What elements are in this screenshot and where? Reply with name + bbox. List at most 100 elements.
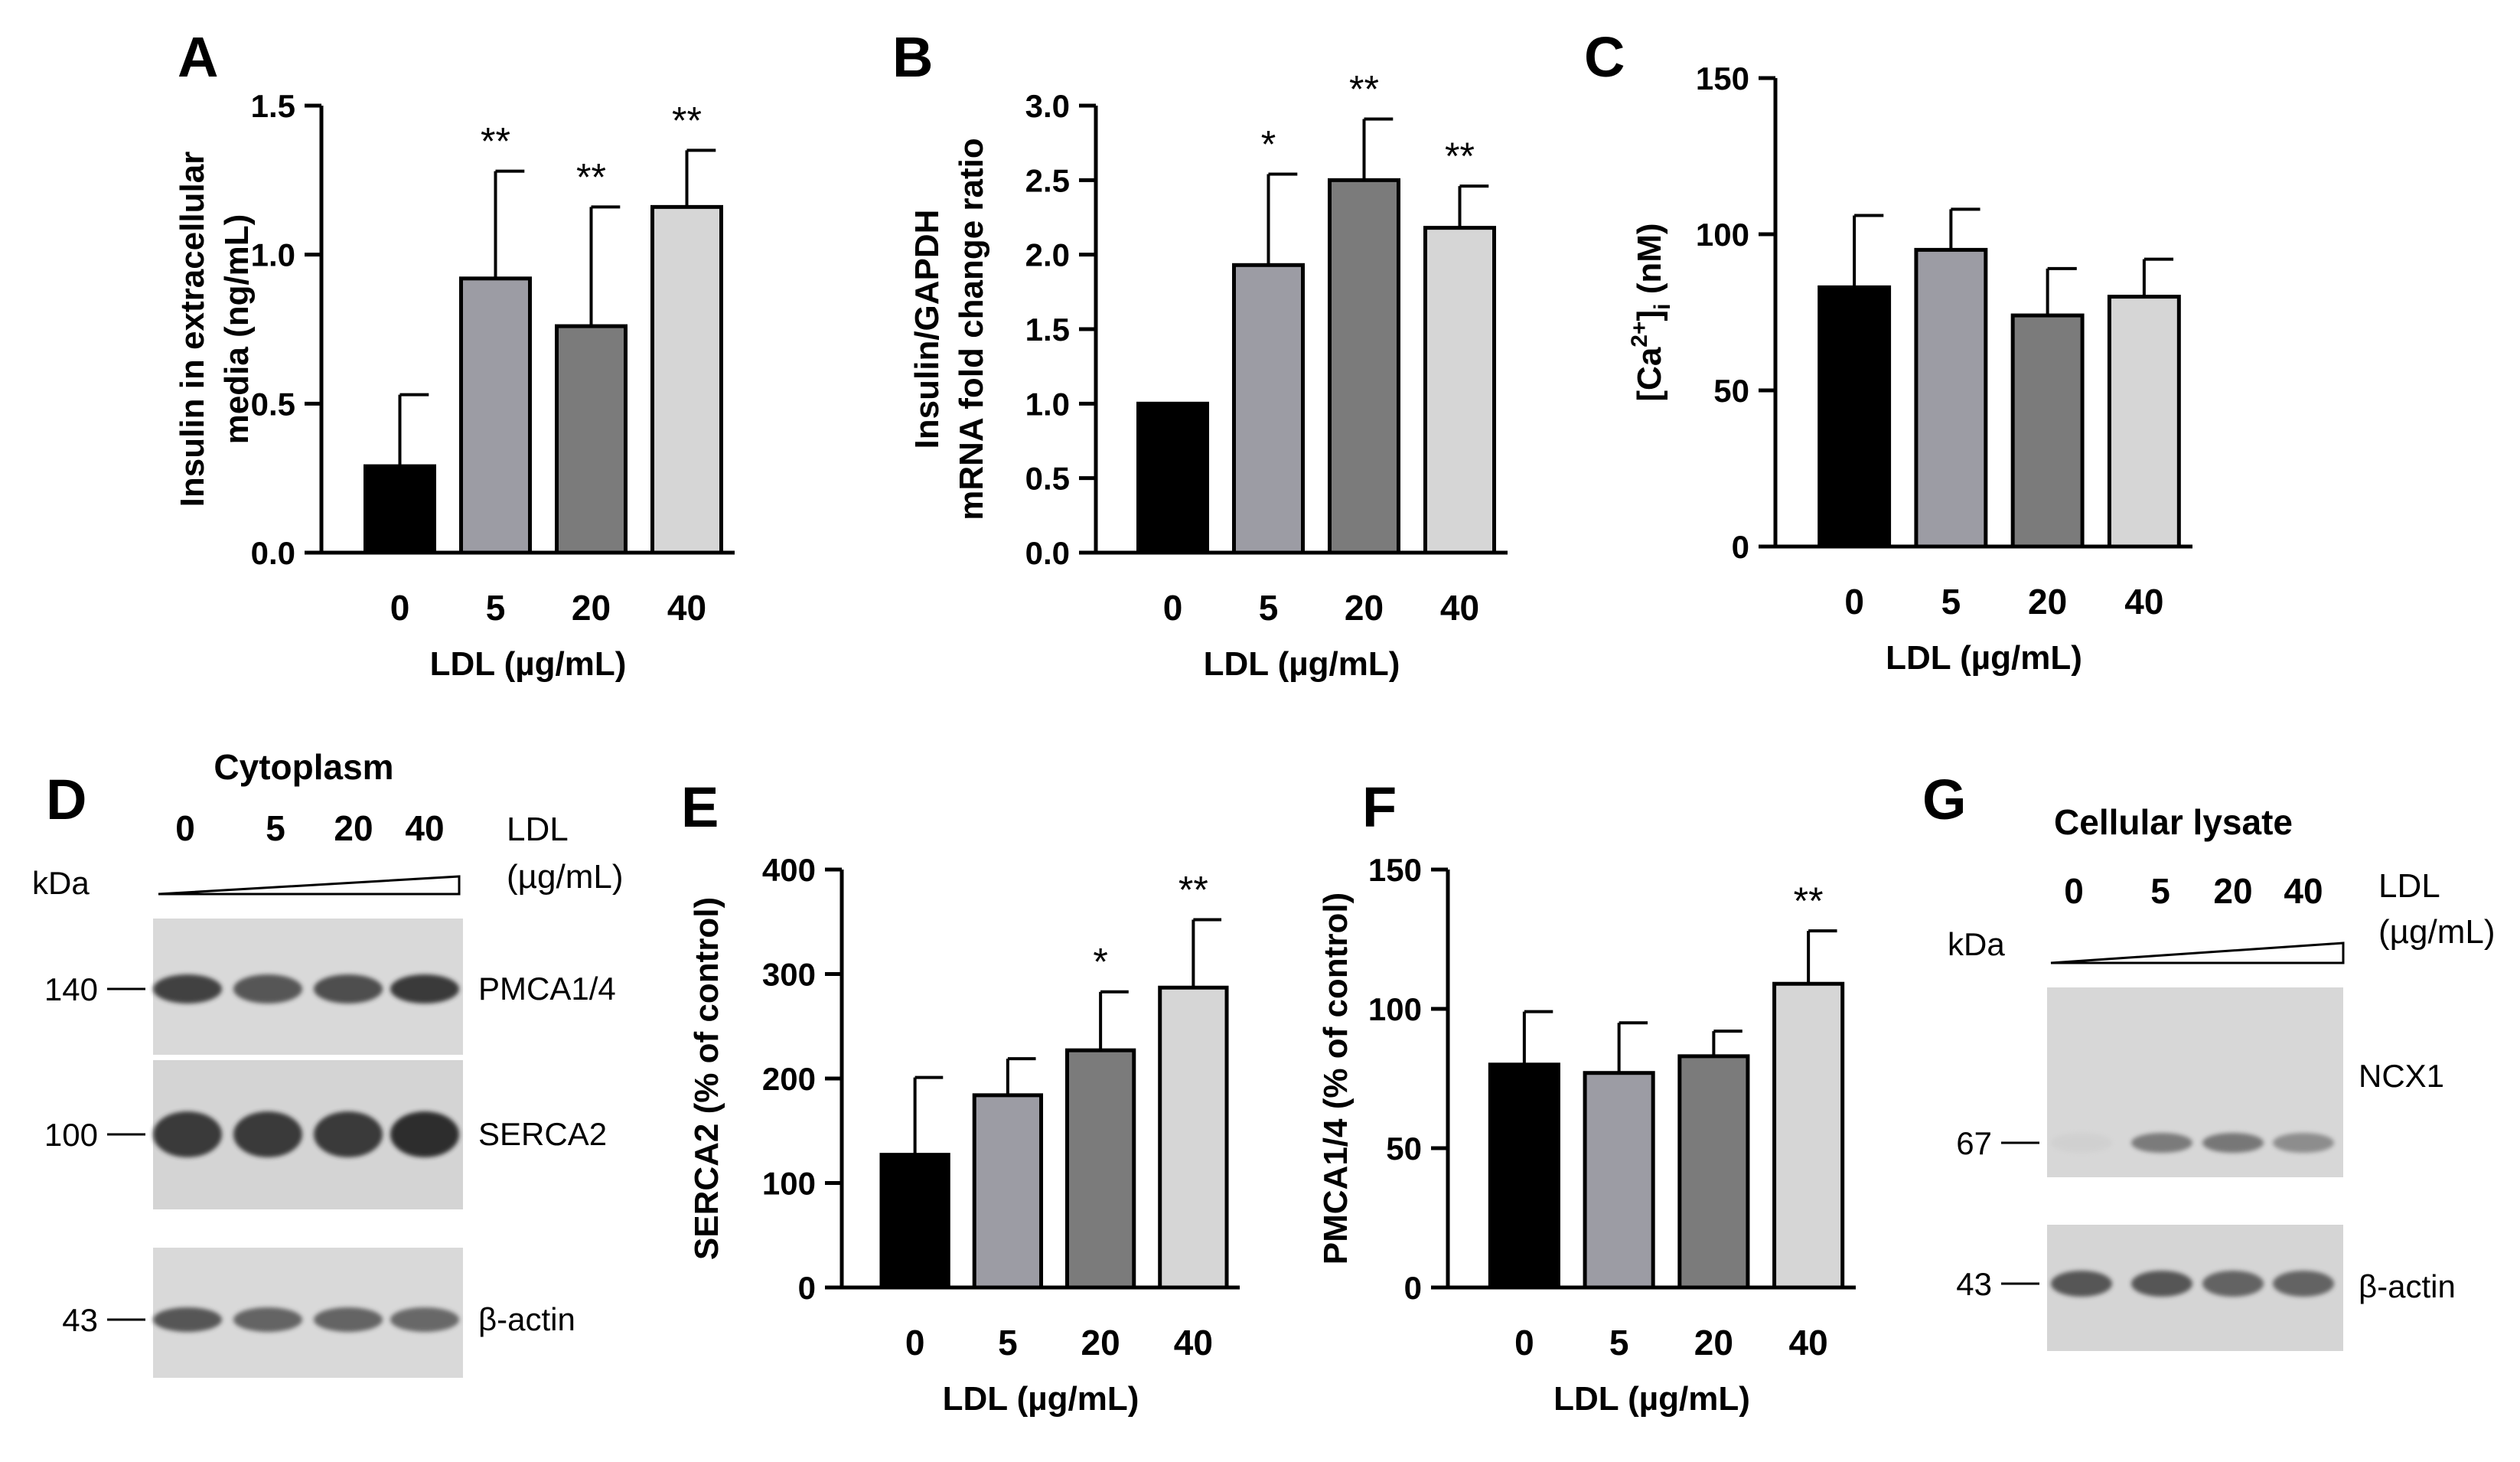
chart-f-bar-5 — [1583, 1071, 1655, 1290]
blot-band — [390, 1111, 459, 1157]
blot-band — [2051, 1133, 2112, 1153]
chart-a-xtick-label: 0 — [390, 588, 410, 628]
chart-f-ytick-label: 0 — [1404, 1270, 1422, 1306]
chart-c-xlabel: LDL (µg/mL) — [1886, 639, 2082, 677]
chart-e-ytick-label: 300 — [762, 957, 816, 993]
blot-d-kda-label: kDa — [32, 865, 90, 901]
chart-b-bar-40 — [1423, 226, 1496, 555]
chart-c-bar-40 — [2107, 295, 2181, 549]
blot-band — [2131, 1271, 2192, 1297]
kda-marker-label: 67 — [1956, 1125, 1992, 1161]
chart-b-xlabel: LDL (µg/mL) — [1204, 645, 1400, 683]
kda-marker-label: 140 — [44, 971, 98, 1007]
chart-f-ytick-label: 50 — [1386, 1131, 1422, 1167]
chart-b-ytick-label: 2.0 — [1025, 237, 1070, 273]
chart-b-xtick-label: 5 — [1259, 588, 1279, 628]
blot-protein-label: β-actin — [2359, 1268, 2456, 1304]
blot-protein-label: SERCA2 — [478, 1116, 607, 1152]
blot-g-header: Cellular lysate — [2054, 802, 2293, 842]
panel-letter-c: C — [1584, 25, 1625, 89]
chart-f: 0 50 100 150 0 5 20 ** 40 LDL (µg/mL) PMCA1/4 (% o… — [1317, 852, 1856, 1418]
chart-e-ytick-label: 200 — [762, 1061, 816, 1097]
chart-e-bar-40 — [1158, 985, 1229, 1290]
kda-marker-label: 43 — [1956, 1266, 1992, 1302]
chart-c-ytick-label: 150 — [1696, 60, 1749, 96]
chart-f-xtick-label: 20 — [1694, 1323, 1733, 1362]
chart-b-ytick-label: 3.0 — [1025, 88, 1070, 124]
blot-g-lane-0: 0 — [2064, 871, 2084, 911]
blot-protein-label: PMCA1/4 — [478, 971, 616, 1007]
chart-a: 0.0 0.5 1.0 1.5 0 ** 5 ** 20 ** 40 LDL (µg/mL) Insul… — [174, 88, 735, 683]
chart-b-xtick-label: 0 — [1163, 588, 1183, 628]
blot-g-kda-label: kDa — [1948, 926, 2005, 962]
chart-c-ytick-label: 100 — [1696, 217, 1749, 253]
chart-f-bar-20 — [1677, 1054, 1750, 1290]
chart-a-bar-40 — [650, 204, 723, 555]
blot-g-lane-5: 5 — [2150, 871, 2170, 911]
blot-band — [314, 1111, 383, 1157]
chart-e-bar-5 — [972, 1093, 1044, 1290]
blot-band — [314, 974, 383, 1003]
blot-band — [153, 1307, 222, 1332]
chart-b-ytick-label: 1.5 — [1025, 312, 1070, 348]
blot-g-lane-20: 20 — [2213, 871, 2252, 911]
blot-band — [390, 974, 459, 1003]
chart-e-ytick-label: 400 — [762, 852, 816, 888]
chart-f-xtick-label: 40 — [1789, 1323, 1828, 1362]
chart-b: 0.0 0.5 1.0 1.5 2.0 2.5 3.0 0 * 5 ** 20 ** 40 LDL (µg/… — [908, 68, 1508, 683]
chart-e-xtick-label: 0 — [905, 1323, 925, 1362]
blot-d-ldl-unit: (µg/mL) — [507, 858, 623, 896]
panel-letter-d: D — [46, 768, 86, 831]
chart-a-bar-5 — [459, 276, 532, 555]
chart-f-xtick-label: 5 — [1609, 1323, 1629, 1362]
chart-e: 0 100 200 300 400 0 5 * 20 ** 40 LDL (µg/mL) SERCA2 … — [688, 852, 1240, 1418]
chart-a-ylabel: Insulin in extracellular media (ng/mL) — [174, 152, 256, 507]
chart-c-bar-0 — [1817, 285, 1892, 549]
ldl-gradient-wedge-g — [2050, 941, 2345, 964]
chart-a-xtick-label: 5 — [486, 588, 506, 628]
chart-a-bar-0 — [363, 464, 436, 555]
chart-e-significance: ** — [1178, 869, 1208, 912]
blot-band — [233, 1111, 302, 1157]
blot-band — [233, 1307, 302, 1332]
panel-letter-a: A — [178, 25, 218, 89]
blot-g-lane-40: 40 — [2284, 871, 2323, 911]
chart-b-xtick-label: 20 — [1345, 588, 1384, 628]
blot-band — [2273, 1133, 2334, 1153]
blot-band — [153, 974, 222, 1003]
blot-d-lane-5: 5 — [266, 808, 285, 848]
panel-letter-b: B — [892, 25, 933, 89]
chart-b-ytick-label: 2.5 — [1025, 162, 1070, 198]
chart-f-ytick-label: 100 — [1368, 991, 1422, 1027]
chart-f-bar-0 — [1488, 1062, 1560, 1290]
blot-g-ldl-label: LDL — [2378, 867, 2440, 905]
chart-b-ytick-label: 0.0 — [1025, 535, 1070, 571]
chart-b-xtick-label: 40 — [1440, 588, 1479, 628]
blot-d-lane-40: 40 — [405, 808, 444, 848]
chart-a-significance: ** — [481, 120, 510, 163]
chart-a-ytick-label: 1.0 — [251, 237, 295, 273]
chart-e-xtick-label: 40 — [1174, 1323, 1213, 1362]
chart-a-ytick-label: 1.5 — [251, 88, 295, 124]
blot-d-header: Cytoplasm — [214, 747, 393, 787]
blot-band — [2273, 1271, 2334, 1297]
blot-band — [2131, 1133, 2192, 1153]
blot-band — [314, 1307, 383, 1332]
panel-letter-e: E — [681, 775, 719, 839]
chart-f-ylabel: PMCA1/4 (% of control) — [1317, 893, 1355, 1265]
chart-b-ylabel: Insulin/GAPDH mRNA fold change ratio — [908, 138, 990, 521]
chart-b-bar-20 — [1328, 178, 1400, 555]
kda-marker-label: 43 — [62, 1302, 98, 1338]
chart-e-xtick-label: 20 — [1081, 1323, 1120, 1362]
chart-c-bar-5 — [1914, 247, 1988, 549]
chart-f-ytick-label: 150 — [1368, 852, 1422, 888]
western-blot-d: Cytoplasm 0 5 20 40 LDL (µg/mL) kDa 140 P… — [32, 747, 623, 1378]
chart-c-xtick-label: 40 — [2124, 582, 2163, 622]
chart-e-ylabel: SERCA2 (% of control) — [688, 897, 725, 1260]
panel-letter-g: G — [1922, 768, 1967, 831]
chart-f-xlabel: LDL (µg/mL) — [1553, 1380, 1750, 1418]
panel-letter-f: F — [1362, 775, 1397, 839]
chart-f-bar-40 — [1772, 981, 1845, 1290]
chart-c-ytick-label: 50 — [1713, 373, 1749, 409]
chart-e-bar-20 — [1064, 1048, 1136, 1290]
